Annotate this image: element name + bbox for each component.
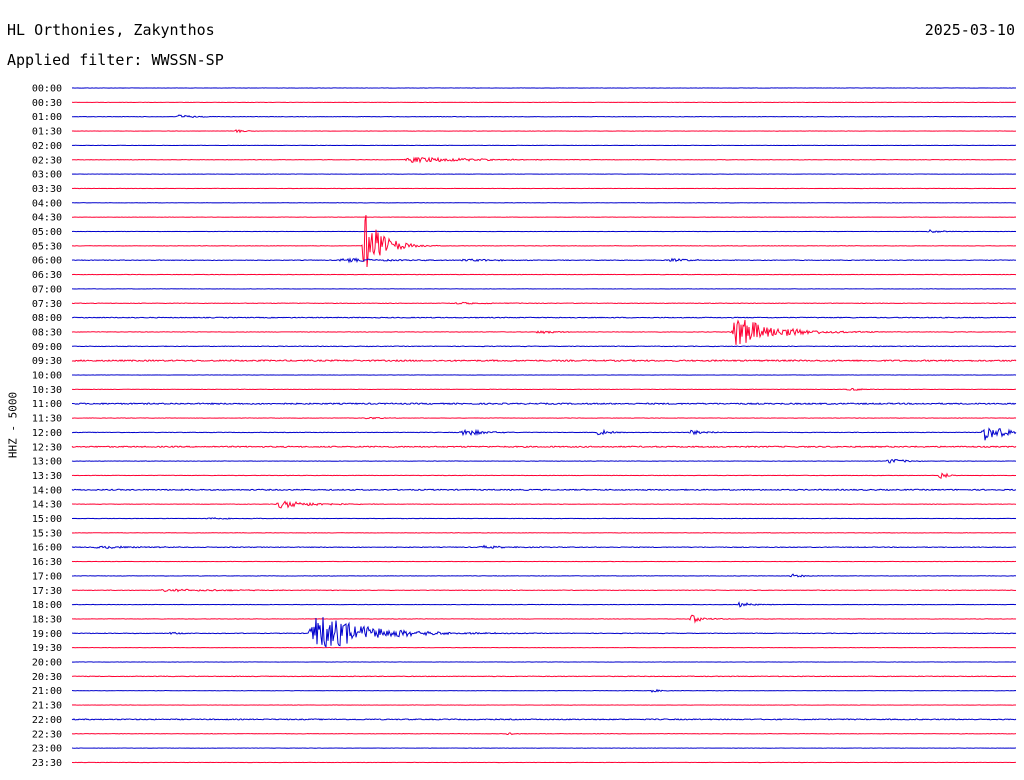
- time-tick-1300: 13:00: [32, 457, 62, 468]
- trace-0530: [71, 215, 1017, 267]
- trace-1100: [71, 402, 1017, 406]
- time-tick-2330: 23:30: [32, 758, 62, 769]
- time-tick-2130: 21:30: [32, 701, 62, 712]
- time-tick-0130: 01:30: [32, 127, 62, 138]
- time-tick-1000: 10:00: [32, 371, 62, 382]
- time-tick-1400: 14:00: [32, 485, 62, 496]
- time-tick-0530: 05:30: [32, 241, 62, 252]
- time-tick-1900: 19:00: [32, 629, 62, 640]
- time-tick-1130: 11:30: [32, 414, 62, 425]
- time-tick-0800: 08:00: [32, 313, 62, 324]
- time-tick-1730: 17:30: [32, 586, 62, 597]
- time-tick-0500: 05:00: [32, 227, 62, 238]
- trace-0100: [71, 114, 1017, 118]
- trace-1300: [71, 458, 1017, 464]
- time-tick-2030: 20:30: [32, 672, 62, 683]
- trace-0900: [71, 345, 1017, 348]
- time-tick-1330: 13:30: [32, 471, 62, 482]
- time-tick-1230: 12:30: [32, 442, 62, 453]
- time-tick-2200: 22:00: [32, 715, 62, 726]
- time-tick-0330: 03:30: [32, 184, 62, 195]
- date-label: 2025-03-10: [924, 21, 1015, 39]
- trace-1600: [71, 544, 1017, 550]
- trace-0500: [71, 228, 1017, 234]
- trace-1700: [71, 573, 1017, 578]
- trace-0830: [71, 319, 1017, 345]
- time-tick-0200: 02:00: [32, 141, 62, 152]
- time-tick-0100: 01:00: [32, 112, 62, 123]
- seismic-traces: [71, 87, 1017, 764]
- trace-1030: [71, 387, 1017, 391]
- time-tick-0430: 04:30: [32, 213, 62, 224]
- time-tick-0230: 02:30: [32, 155, 62, 166]
- time-tick-1630: 16:30: [32, 557, 62, 568]
- time-tick-1600: 16:00: [32, 543, 62, 554]
- time-tick-1930: 19:30: [32, 643, 62, 654]
- time-tick-0700: 07:00: [32, 284, 62, 295]
- filter-subtitle: Applied filter: WWSSN-SP: [7, 51, 224, 69]
- time-tick-1830: 18:30: [32, 614, 62, 625]
- time-tick-1200: 12:00: [32, 428, 62, 439]
- trace-0130: [71, 129, 1017, 134]
- trace-1800: [71, 601, 1017, 608]
- time-tick-0600: 06:00: [32, 256, 62, 267]
- time-tick-2100: 21:00: [32, 686, 62, 697]
- time-tick-1800: 18:00: [32, 600, 62, 611]
- trace-2200: [71, 718, 1017, 721]
- time-tick-2000: 20:00: [32, 658, 62, 669]
- time-tick-0300: 03:00: [32, 170, 62, 181]
- time-tick-0000: 00:00: [32, 84, 62, 95]
- time-tick-0630: 06:30: [32, 270, 62, 281]
- trace-1400: [71, 488, 1017, 492]
- trace-1430: [71, 500, 1016, 509]
- time-tick-1530: 15:30: [32, 528, 62, 539]
- trace-1730: [71, 588, 1017, 593]
- time-tick-0030: 00:30: [32, 98, 62, 109]
- time-tick-labels: 00:00 00:30 01:00 01:30 02:00 02:30 03:00 03:30…: [32, 84, 62, 769]
- trace-2100: [71, 688, 1017, 693]
- time-tick-0730: 07:30: [32, 299, 62, 310]
- trace-0730: [71, 301, 1017, 305]
- time-tick-2230: 22:30: [32, 729, 62, 740]
- trace-0230: [71, 156, 1017, 164]
- time-tick-0900: 09:00: [32, 342, 62, 353]
- trace-2230: [71, 732, 1017, 736]
- time-tick-0830: 08:30: [32, 327, 62, 338]
- trace-0930: [71, 359, 1017, 363]
- station-title: HL Orthonies, Zakynthos: [7, 21, 215, 39]
- trace-1330: [71, 472, 1017, 480]
- trace-1130: [71, 416, 1017, 420]
- trace-1830: [71, 614, 1017, 624]
- time-tick-0930: 09:30: [32, 356, 62, 367]
- trace-1900: [71, 617, 1017, 648]
- trace-2030: [71, 675, 1017, 678]
- trace-1230: [71, 445, 1017, 449]
- trace-1200: [71, 427, 1017, 441]
- trace-1500: [71, 517, 1017, 520]
- trace-0600: [71, 257, 1017, 264]
- time-tick-2300: 23:00: [32, 744, 62, 755]
- time-tick-1500: 15:00: [32, 514, 62, 525]
- time-tick-1430: 14:30: [32, 500, 62, 511]
- time-tick-1030: 10:30: [32, 385, 62, 396]
- time-tick-1700: 17:00: [32, 571, 62, 582]
- time-tick-0400: 04:00: [32, 198, 62, 209]
- time-tick-1100: 11:00: [32, 399, 62, 410]
- trace-0800: [71, 316, 1017, 319]
